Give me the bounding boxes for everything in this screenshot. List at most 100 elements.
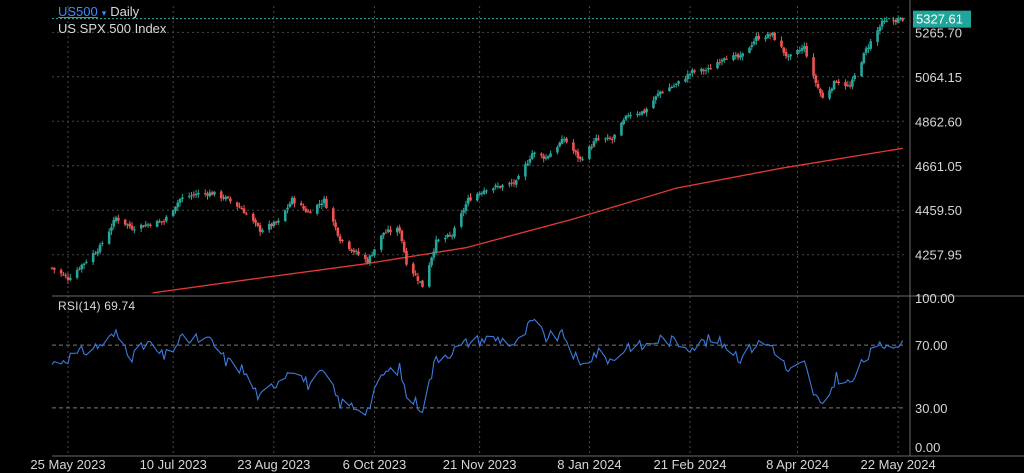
candle-body — [736, 54, 740, 58]
candle-body — [645, 108, 648, 113]
candle-body — [210, 192, 214, 195]
candle-body — [496, 186, 500, 188]
candle — [400, 229, 404, 244]
candle — [661, 90, 664, 94]
candle — [288, 201, 292, 208]
time-axis: 25 May 2023 10 Jul 2023 23 Aug 2023 6 Oct 2… — [30, 457, 935, 472]
candle-body — [530, 153, 534, 159]
candle — [638, 111, 642, 117]
candle — [434, 235, 438, 255]
candle — [245, 211, 248, 216]
candle — [302, 203, 305, 211]
candle-body — [267, 224, 271, 230]
timeframe-label[interactable]: Daily — [110, 4, 140, 19]
candle-body — [370, 254, 374, 256]
candle — [203, 189, 207, 197]
candle — [677, 80, 680, 87]
candle — [210, 190, 214, 196]
candle — [174, 206, 177, 214]
candle — [832, 80, 836, 91]
candle — [508, 181, 511, 188]
candle — [626, 112, 630, 118]
candle-body — [869, 41, 872, 49]
candle-body — [386, 229, 390, 232]
candle-body — [171, 210, 175, 216]
last-price-tag — [913, 10, 971, 28]
candle-body — [626, 115, 630, 117]
candle — [558, 141, 561, 148]
candle-body — [432, 251, 436, 258]
candle — [453, 226, 456, 239]
candle — [251, 212, 255, 224]
candle — [66, 273, 70, 284]
symbol-link[interactable]: US500 — [58, 4, 98, 19]
symbol-dropdown-icon[interactable]: ▾ — [101, 8, 107, 18]
candle — [352, 248, 356, 255]
candle-body — [286, 207, 289, 210]
candle-body — [636, 114, 639, 116]
candle — [709, 63, 712, 70]
candle-body — [572, 142, 575, 151]
candle — [812, 53, 815, 79]
candle-body — [155, 220, 159, 227]
candle — [261, 228, 264, 234]
candle-body — [517, 176, 520, 180]
candle — [542, 153, 545, 163]
candle — [350, 248, 353, 254]
candle-body — [336, 227, 340, 236]
candle — [59, 268, 63, 277]
candle-body — [549, 153, 552, 157]
candle — [98, 242, 102, 255]
candle-body — [197, 192, 200, 195]
candle — [171, 209, 175, 217]
candle — [530, 150, 534, 160]
candle — [322, 195, 326, 207]
candle — [114, 215, 118, 223]
candle-body — [693, 70, 696, 72]
candle — [718, 58, 722, 66]
candle — [757, 32, 760, 41]
candle — [864, 45, 868, 56]
candle-body — [117, 217, 120, 221]
candle-body — [466, 197, 470, 204]
candle-body — [405, 250, 408, 265]
candle — [334, 219, 337, 231]
candle — [885, 16, 889, 23]
candle-body — [272, 221, 276, 227]
candle — [492, 187, 495, 194]
time-tick-label: 21 Nov 2023 — [443, 457, 517, 472]
candle-body — [146, 224, 150, 226]
candle — [725, 55, 728, 60]
candle — [82, 262, 86, 270]
rsi-panel — [51, 318, 1024, 457]
candle-body — [752, 41, 756, 45]
candle-body — [558, 142, 561, 147]
candle-body — [341, 240, 344, 242]
candle — [130, 221, 134, 231]
candle-body — [66, 277, 70, 280]
candle-body — [508, 183, 511, 185]
candle-body — [542, 155, 545, 159]
candle — [848, 81, 852, 89]
candle — [476, 192, 479, 202]
time-tick-label: 8 Jan 2024 — [557, 457, 621, 472]
candle — [860, 61, 863, 78]
candle-body — [830, 88, 834, 91]
candle — [336, 226, 340, 238]
candle-body — [741, 53, 744, 57]
candle — [517, 174, 520, 181]
candle — [235, 201, 239, 210]
candle-body — [686, 74, 690, 80]
candle — [496, 182, 500, 189]
candle — [894, 18, 898, 26]
candle — [52, 267, 56, 274]
candle — [482, 187, 486, 195]
candle-body — [322, 198, 326, 203]
candle — [798, 46, 802, 54]
candle — [428, 262, 431, 288]
candle — [162, 219, 166, 226]
candle-body — [480, 192, 484, 194]
candle-body — [478, 193, 481, 195]
candle-body — [476, 194, 479, 201]
